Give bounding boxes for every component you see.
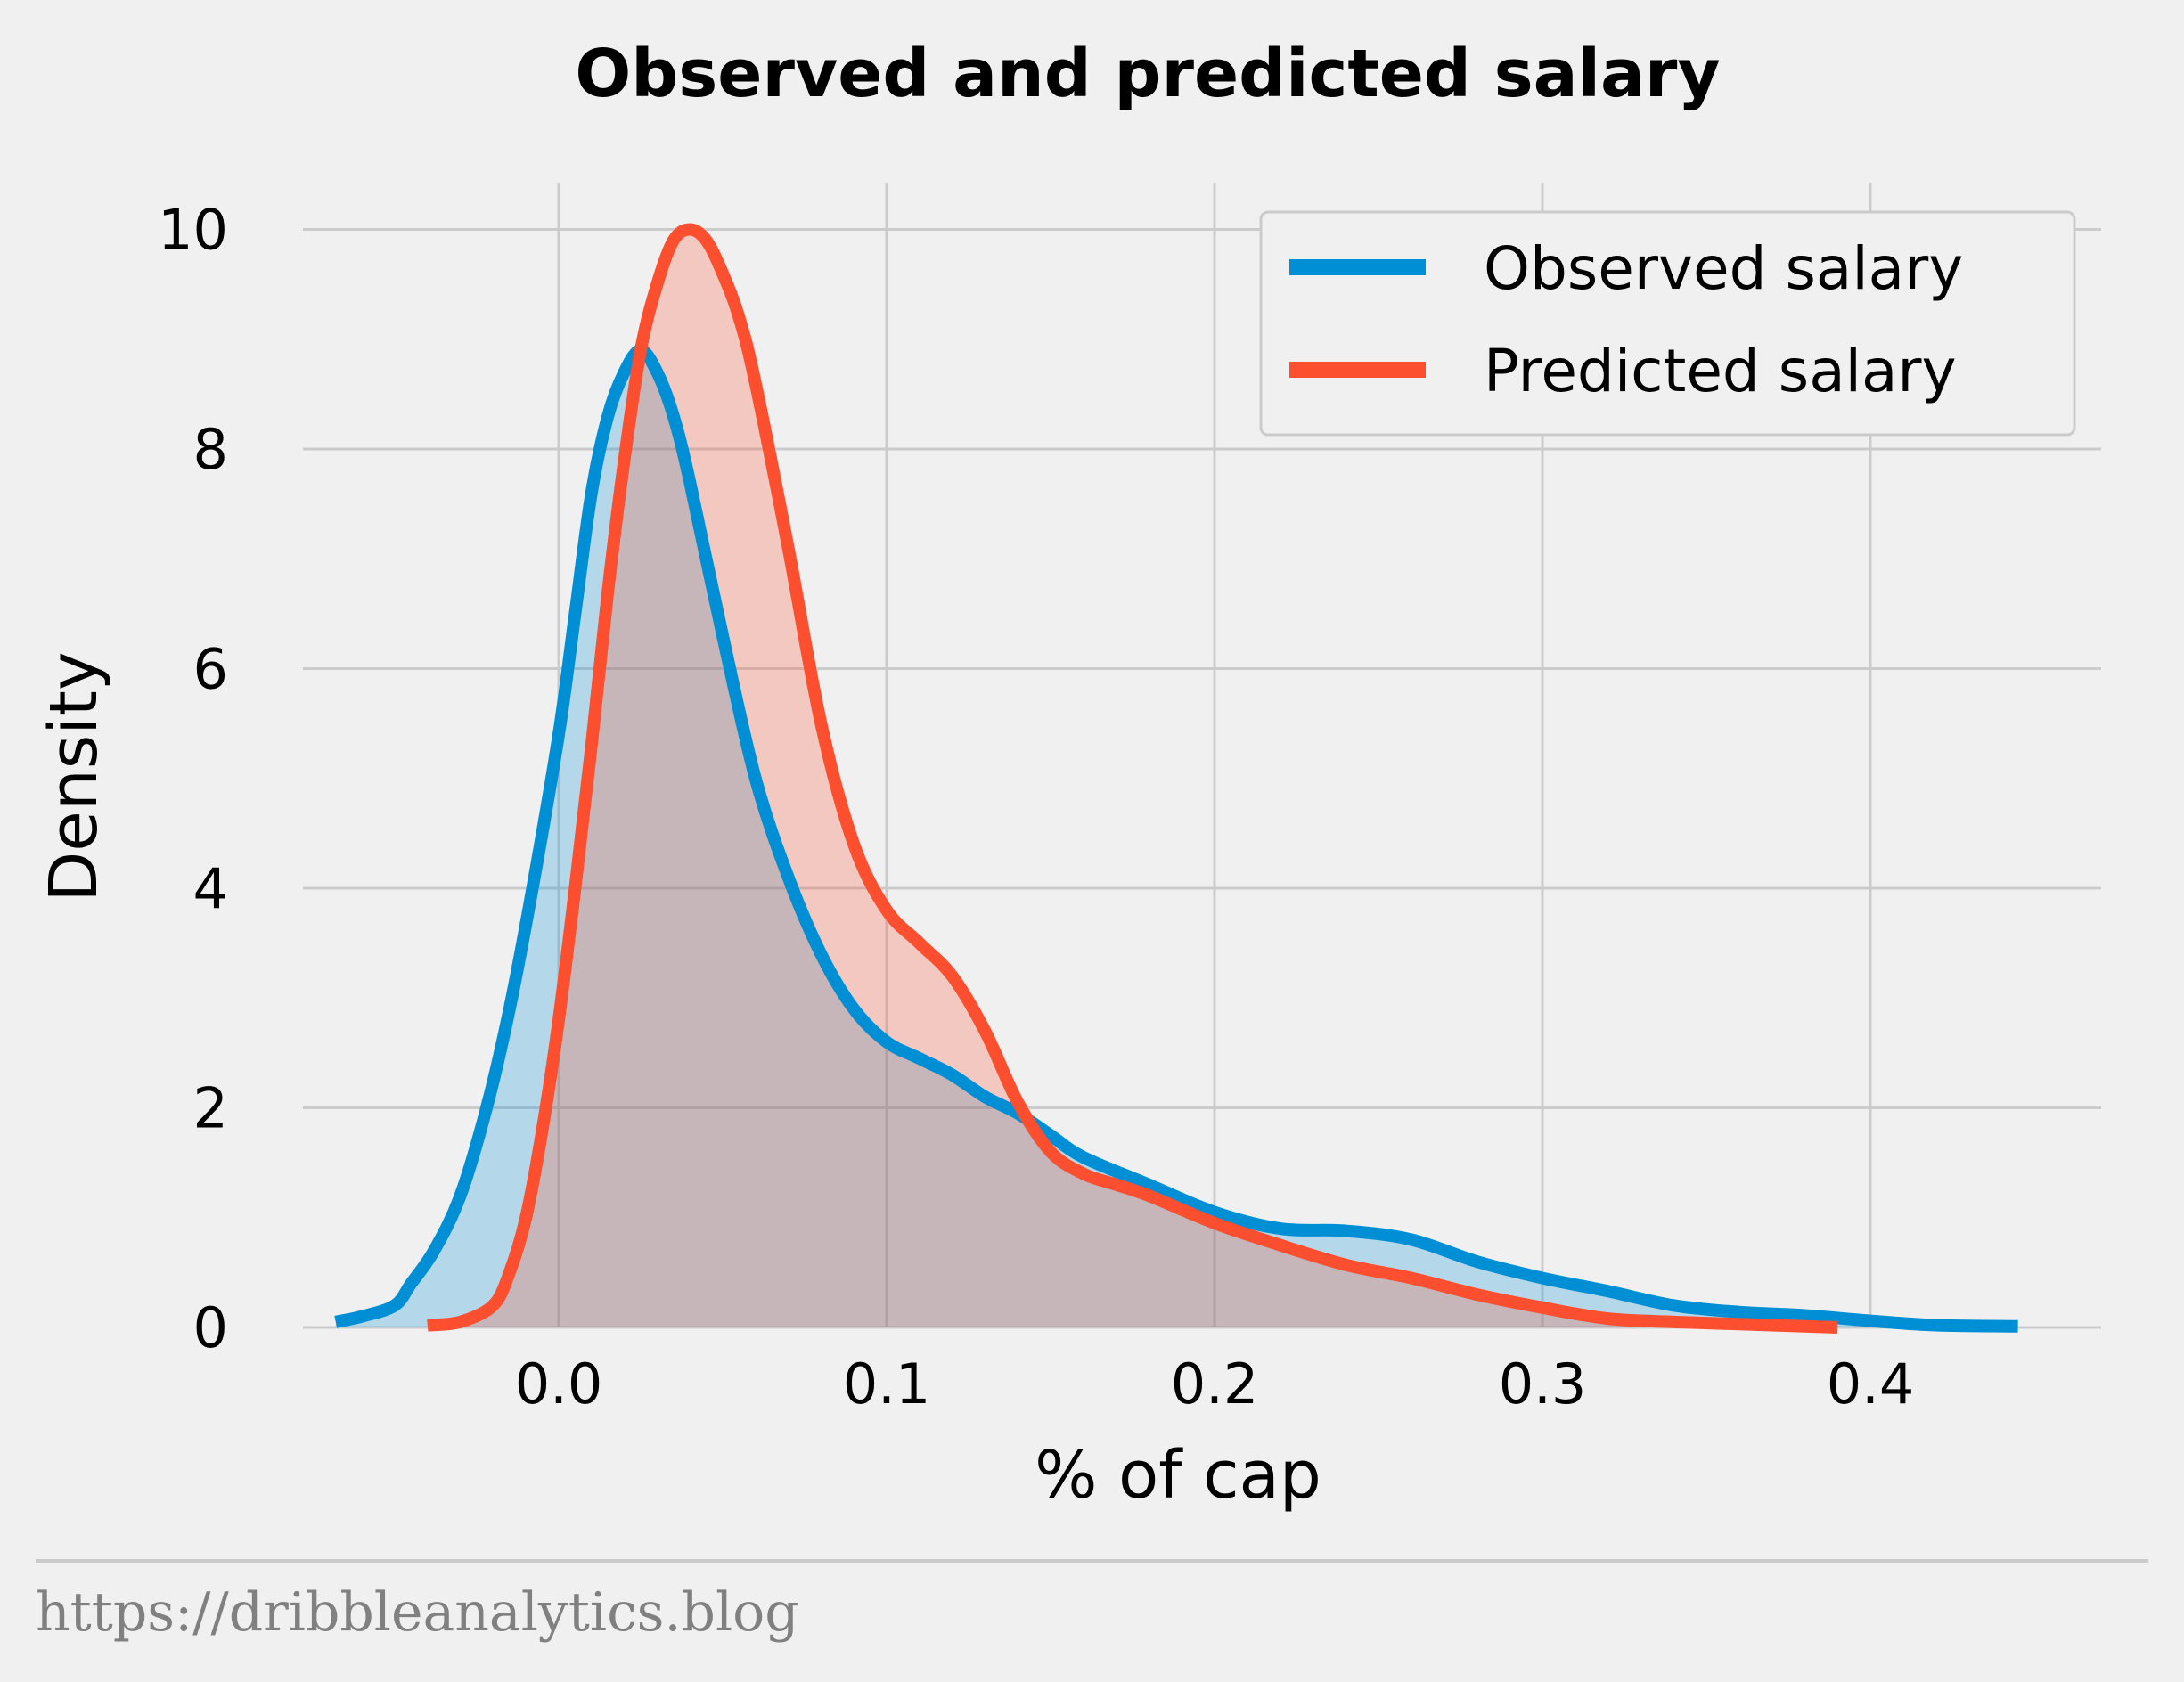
area-observed [335, 350, 2018, 1328]
legend-label-observed: Observed salary [1484, 234, 1963, 303]
y-tick-label: 6 [193, 637, 228, 702]
y-axis-label: Density [36, 651, 112, 902]
y-tick-label: 4 [193, 856, 228, 921]
series-lines [334, 223, 2018, 1334]
x-tick-label: 0.1 [843, 1351, 931, 1417]
legend-box [1259, 210, 2076, 437]
footer-url: https://dribbleanalytics.blog [36, 1581, 799, 1644]
grid [303, 183, 2101, 1329]
line-predicted [427, 223, 1838, 1334]
area-predicted [427, 229, 1838, 1327]
series-fills [335, 229, 2018, 1328]
x-tick-label: 0.0 [515, 1351, 603, 1417]
y-tick-label: 2 [193, 1076, 228, 1141]
x-axis-label: % of cap [1035, 1437, 1321, 1514]
legend: Observed salary Predicted salary [1259, 210, 2076, 437]
x-tick-label: 0.3 [1499, 1351, 1587, 1417]
x-tick-label: 0.2 [1171, 1351, 1259, 1417]
y-tick-label: 10 [158, 198, 228, 263]
y-tick-labels: 0 2 4 6 8 10 [158, 198, 228, 1361]
x-tick-label: 0.4 [1827, 1351, 1915, 1417]
line-observed [334, 344, 2018, 1333]
y-tick-label: 8 [193, 417, 228, 482]
x-tick-labels: 0.0 0.1 0.2 0.3 0.4 [515, 1351, 1915, 1417]
legend-label-predicted: Predicted salary [1484, 337, 1957, 405]
chart-title: Observed and predicted salary [575, 36, 1720, 112]
y-tick-label: 0 [193, 1295, 228, 1360]
